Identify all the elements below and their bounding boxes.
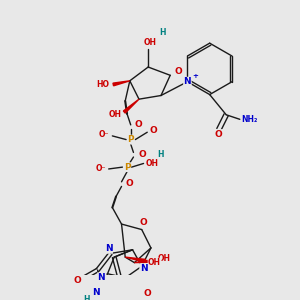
Text: O: O [134,120,142,129]
Text: H: H [83,295,90,300]
Text: H: H [160,28,166,37]
Text: N: N [140,264,147,273]
Text: OH: OH [143,38,157,47]
Text: O: O [139,150,146,159]
Text: O: O [140,218,147,227]
Text: H: H [157,150,164,159]
Text: +: + [192,73,198,79]
Text: O: O [175,67,182,76]
Polygon shape [123,99,139,113]
Polygon shape [134,260,155,262]
Text: HO: HO [97,80,110,89]
Text: N: N [184,77,191,86]
Polygon shape [113,81,130,86]
Text: N: N [98,273,105,282]
Text: P: P [124,163,130,172]
Text: O: O [125,179,133,188]
Text: O: O [143,289,151,298]
Text: OH: OH [145,159,158,168]
Text: OH: OH [109,110,122,119]
Text: OH: OH [148,258,161,267]
Text: P: P [128,135,134,144]
Text: NH₂: NH₂ [241,115,257,124]
Text: O: O [150,126,158,135]
Polygon shape [125,257,146,262]
Text: N: N [92,288,100,297]
Text: O: O [215,130,223,139]
Text: OH: OH [157,254,170,263]
Text: O⁻: O⁻ [99,130,109,139]
Text: O⁻: O⁻ [95,164,106,173]
Text: O: O [74,277,81,286]
Text: N: N [105,244,112,253]
